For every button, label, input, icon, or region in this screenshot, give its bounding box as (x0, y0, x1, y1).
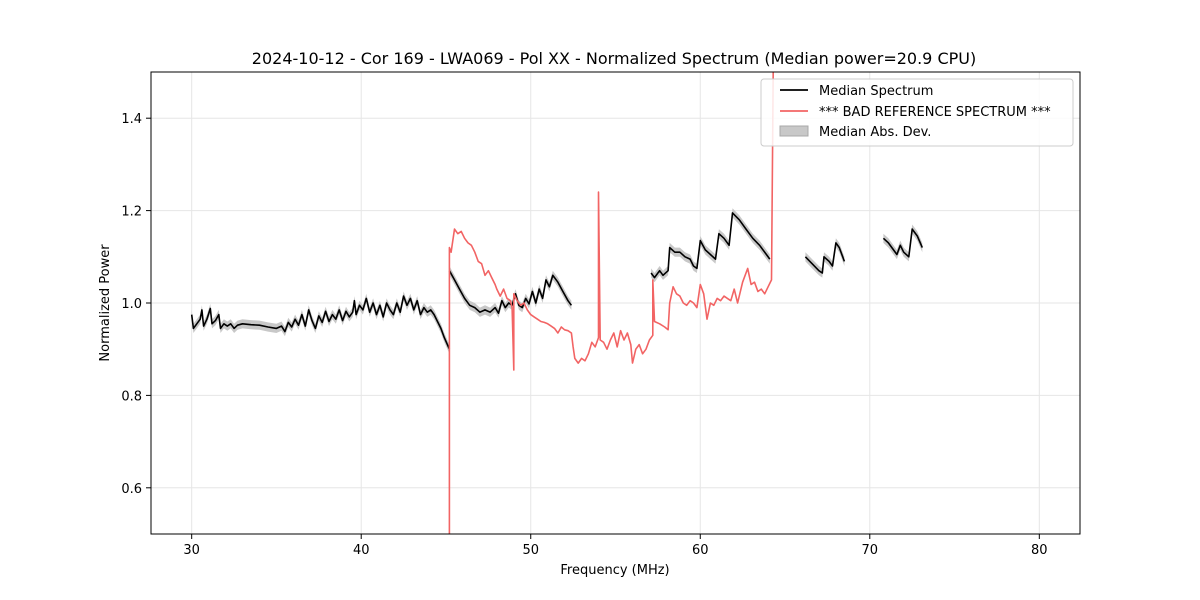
y-tick-label: 1.4 (121, 112, 142, 127)
reference-spectrum-segment (448, 71, 774, 534)
y-axis-ticks: 0.6 0.8 1.0 1.2 1.4 (121, 112, 151, 497)
x-tick-label: 70 (862, 543, 879, 558)
x-axis-label: Frequency (MHz) (560, 563, 669, 578)
legend-median-label: Median Spectrum (819, 84, 933, 99)
legend: Median Spectrum *** BAD REFERENCE SPECTR… (760, 78, 1074, 147)
y-tick-label: 0.6 (121, 482, 142, 497)
median-spectrum-segment (190, 295, 451, 350)
chart-title: 2024-10-12 - Cor 169 - LWA069 - Pol XX -… (252, 49, 976, 68)
y-tick-label: 0.8 (121, 389, 142, 404)
x-tick-label: 60 (692, 543, 709, 558)
mad-band-segment (651, 208, 770, 283)
mad-band-segment (883, 224, 923, 262)
median-spectrum-segment (650, 212, 771, 279)
x-tick-label: 50 (522, 543, 539, 558)
x-axis-ticks: 30 40 50 60 70 80 (183, 534, 1048, 558)
median-spectrum-layer (190, 212, 924, 350)
reference-spectrum-layer (448, 71, 774, 534)
median-spectrum-segment (448, 270, 573, 315)
legend-mad-label: Median Abs. Dev. (819, 125, 931, 140)
median-spectrum-segment (882, 228, 924, 258)
x-tick-label: 30 (183, 543, 200, 558)
grid-lines (151, 72, 1080, 534)
y-tick-label: 1.2 (121, 205, 142, 220)
y-tick-label: 1.0 (121, 297, 142, 312)
x-tick-label: 40 (353, 543, 370, 558)
legend-reference-label: *** BAD REFERENCE SPECTRUM *** (819, 105, 1051, 120)
legend-box (760, 78, 1074, 147)
legend-mad-swatch (779, 125, 809, 137)
x-tick-label: 80 (1031, 543, 1048, 558)
y-axis-label: Normalized Power (98, 244, 113, 362)
median-spectrum-segment (804, 242, 846, 274)
mad-band-segment (449, 266, 572, 318)
